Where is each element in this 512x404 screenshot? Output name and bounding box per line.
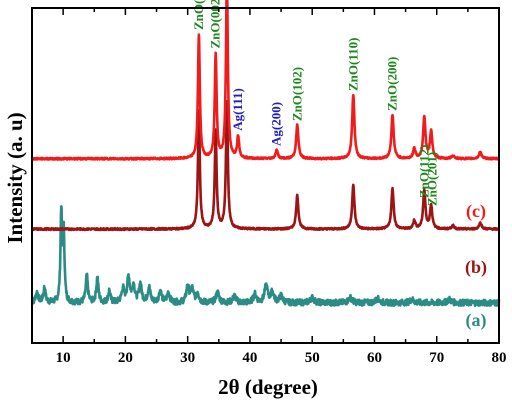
y-axis-label: Intensity (a. u) bbox=[3, 112, 27, 243]
peak-labels: (a)(b)(c)ZnO(100)ZnO(002)ZnO(101)Ag(111)… bbox=[191, 0, 487, 331]
x-axis-label: 2θ (degree) bbox=[218, 375, 318, 399]
peak-label-1: ZnO(002) bbox=[208, 0, 223, 49]
series-line-2 bbox=[31, 0, 500, 161]
peak-label-0: ZnO(100) bbox=[191, 0, 206, 30]
series-line-1 bbox=[31, 99, 500, 232]
peak-label-4: Ag(200) bbox=[269, 102, 284, 146]
peak-label-7: ZnO(200) bbox=[385, 57, 400, 111]
x-tick-label-3: 40 bbox=[242, 350, 257, 366]
x-tick-label-0: 10 bbox=[56, 350, 71, 366]
series-label-0: (a) bbox=[466, 310, 487, 331]
peak-label-3: Ag(111) bbox=[230, 88, 245, 131]
x-tick-label-1: 20 bbox=[118, 350, 133, 366]
x-tick-label-4: 50 bbox=[305, 350, 320, 366]
peak-label-5: ZnO(102) bbox=[289, 67, 304, 121]
peak-label-6: ZnO(110) bbox=[345, 38, 360, 91]
peak-label-8: ZnO(112) bbox=[416, 145, 431, 198]
x-tick-label-7: 80 bbox=[492, 350, 507, 366]
series-line-0 bbox=[30, 204, 501, 308]
x-tick-label-5: 60 bbox=[367, 350, 382, 366]
series-label-2: (c) bbox=[466, 201, 486, 222]
plot-area bbox=[30, 0, 501, 308]
x-tick-label-6: 70 bbox=[429, 350, 444, 366]
series-label-1: (b) bbox=[465, 257, 487, 278]
x-tick-label-2: 30 bbox=[180, 350, 195, 366]
axes: 10 20 30 40 50 60 70 80 bbox=[31, 7, 507, 366]
peak-label-9: ZnO(201) bbox=[424, 152, 439, 206]
plot-frame bbox=[31, 7, 500, 344]
